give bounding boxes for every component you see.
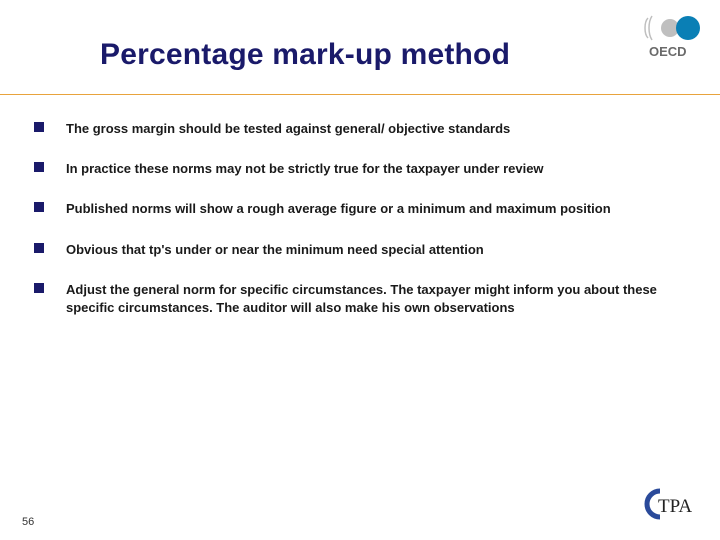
- bullet-item: The gross margin should be tested agains…: [34, 120, 680, 138]
- bullet-item: Adjust the general norm for specific cir…: [34, 281, 680, 317]
- horizontal-rule: [0, 94, 720, 95]
- bullet-icon: [34, 243, 44, 253]
- bullet-item: Published norms will show a rough averag…: [34, 200, 680, 218]
- title-area: Percentage mark-up method: [100, 38, 600, 72]
- oecd-text: OECD: [649, 44, 687, 59]
- oecd-logo: OECD: [638, 10, 700, 65]
- bullet-text: In practice these norms may not be stric…: [66, 160, 544, 178]
- bullet-icon: [34, 162, 44, 172]
- bullet-text: Obvious that tp's under or near the mini…: [66, 241, 484, 259]
- bullet-icon: [34, 122, 44, 132]
- slide-title: Percentage mark-up method: [100, 38, 600, 72]
- slide-container: Percentage mark-up method OECD The gross…: [0, 0, 720, 540]
- content-area: The gross margin should be tested agains…: [34, 120, 680, 339]
- bullet-icon: [34, 202, 44, 212]
- bullet-text: The gross margin should be tested agains…: [66, 120, 510, 138]
- ctpa-logo: TPA: [642, 487, 698, 526]
- bullet-item: In practice these norms may not be stric…: [34, 160, 680, 178]
- svg-text:TPA: TPA: [658, 496, 692, 517]
- bullet-item: Obvious that tp's under or near the mini…: [34, 241, 680, 259]
- page-number: 56: [22, 516, 34, 528]
- bullet-text: Adjust the general norm for specific cir…: [66, 281, 680, 317]
- bullet-text: Published norms will show a rough averag…: [66, 200, 611, 218]
- bullet-icon: [34, 283, 44, 293]
